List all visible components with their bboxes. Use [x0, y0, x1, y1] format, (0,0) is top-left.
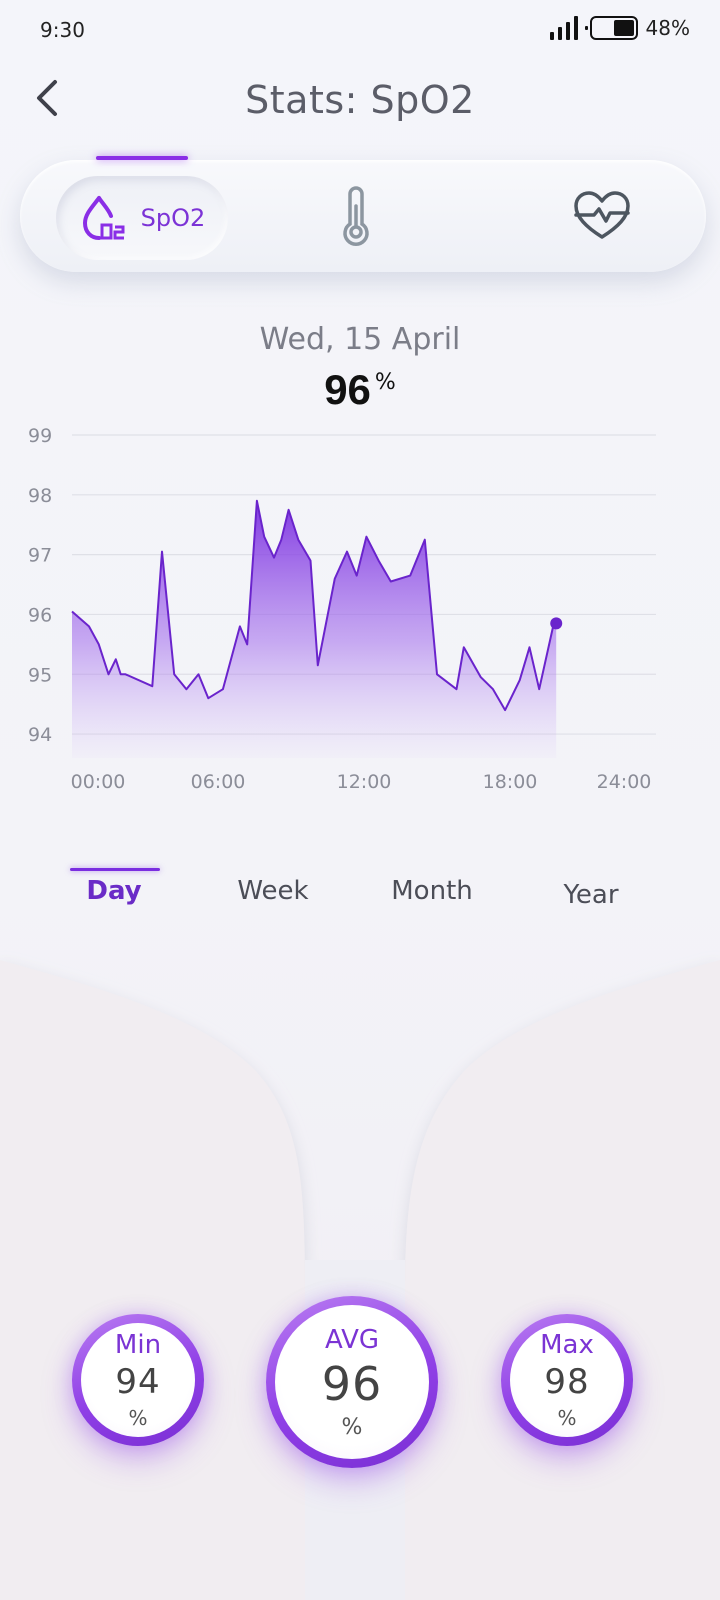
avg-stat: AVG 96 % [266, 1296, 438, 1468]
y-tick-label: 94 [28, 724, 52, 746]
min-stat: Min 94 % [72, 1314, 204, 1446]
thermometer-icon [343, 186, 369, 246]
x-tick-label: 24:00 [597, 771, 652, 793]
range-active-indicator [70, 868, 160, 871]
heart-rate-icon [574, 191, 630, 239]
signal-icon [549, 16, 578, 40]
max-stat-face: Max 98 % [510, 1323, 624, 1437]
max-unit: % [557, 1406, 577, 1430]
range-tabs: Day Week Month Year [34, 868, 686, 928]
current-reading: 96% [0, 366, 720, 414]
min-stat-face: Min 94 % [81, 1323, 195, 1437]
min-value: 94 [115, 1362, 161, 1402]
min-label: Min [114, 1330, 162, 1360]
y-tick-label: 98 [28, 485, 52, 507]
tab-spo2[interactable]: SpO2 [56, 176, 228, 260]
avg-unit: % [341, 1414, 363, 1440]
max-stat: Max 98 % [501, 1314, 633, 1446]
chart-area-fill [72, 500, 557, 758]
y-axis-labels: 94 95 96 97 98 99 [28, 425, 52, 746]
active-tab-indicator [96, 156, 188, 160]
max-label: Max [540, 1330, 594, 1360]
y-tick-label: 99 [28, 425, 52, 447]
status-indicators: 48% [549, 16, 690, 40]
reading-date: Wed, 15 April [259, 322, 461, 357]
bottom-decor [0, 960, 720, 1600]
battery-icon [584, 16, 638, 40]
status-time: 9:30 [40, 18, 85, 42]
y-tick-label: 97 [28, 545, 52, 567]
x-axis-labels: 00:00 06:00 12:00 18:00 24:00 [71, 771, 652, 793]
spo2-chart[interactable]: 94 95 96 97 98 99 00:00 06:00 12:00 18:00 24:00 [0, 420, 720, 820]
max-value: 98 [544, 1362, 590, 1402]
back-button[interactable] [26, 76, 70, 120]
tab-spo2-label: SpO2 [140, 204, 206, 232]
x-tick-label: 00:00 [71, 771, 126, 793]
y-tick-label: 96 [28, 604, 52, 626]
tab-temperature[interactable] [316, 176, 396, 256]
min-unit: % [128, 1406, 148, 1430]
y-tick-label: 95 [28, 664, 52, 686]
tab-year[interactable]: Year [563, 880, 619, 910]
tab-month[interactable]: Month [391, 876, 473, 906]
avg-value: 96 [321, 1356, 383, 1411]
chart-series-line [71, 499, 557, 712]
x-tick-label: 06:00 [191, 771, 246, 793]
chart-current-point [550, 617, 563, 630]
chevron-left-icon [37, 80, 57, 116]
tab-day[interactable]: Day [86, 876, 142, 906]
reading-unit: % [374, 370, 396, 395]
avg-stat-face: AVG 96 % [275, 1305, 429, 1459]
battery-level [614, 20, 634, 36]
oxygen-drop-icon [82, 196, 125, 240]
battery-percentage: 48% [645, 16, 690, 40]
x-tick-label: 12:00 [337, 771, 392, 793]
x-tick-label: 18:00 [483, 771, 538, 793]
tab-heart-rate[interactable] [562, 176, 642, 256]
page-title: Stats: SpO2 [245, 78, 475, 122]
tab-week[interactable]: Week [237, 876, 309, 906]
avg-label: AVG [324, 1324, 380, 1355]
reading-value: 96 [324, 366, 371, 413]
